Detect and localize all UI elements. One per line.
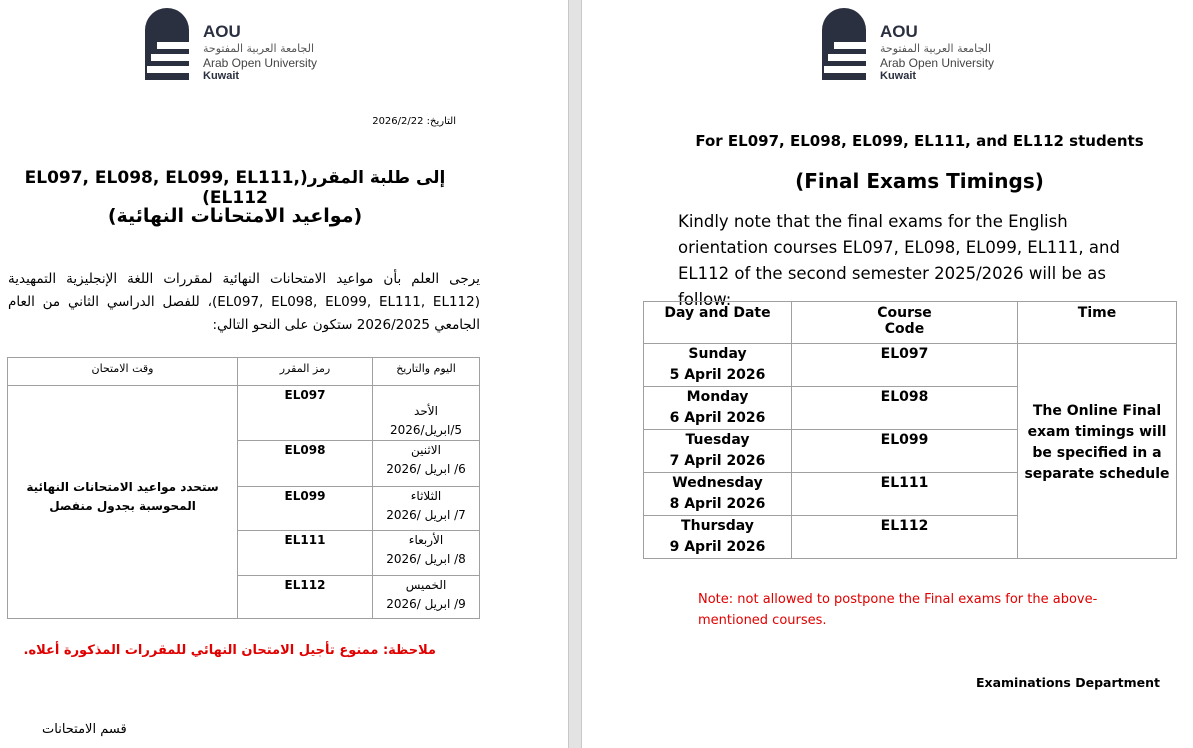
logo-english: Arab Open University <box>880 56 995 70</box>
page-subtitle: (مواعيد الامتحانات النهائية) <box>107 205 363 227</box>
date-line: التاريخ: 2026/2/22 <box>372 116 456 127</box>
table-row: Thursday 9 April 2026 EL112 <box>643 515 1177 559</box>
time-cell: The Online Final exam timings will be sp… <box>1017 343 1177 559</box>
intro-paragraph: Kindly note that the final exams for the… <box>678 212 1120 309</box>
header-time: وقت الامتحان <box>7 357 238 386</box>
exam-table-arabic: اليوم والتاريخ رمز المقرر وقت الامتحان الأ… <box>7 357 480 619</box>
logo-campus: Kuwait <box>880 70 917 82</box>
arabic-page: AOU الجامعة العربية المفتوحة Arab Open U… <box>0 0 568 748</box>
table-row: الأربعاء 8/ ابريل /2026 EL111 <box>8 530 480 576</box>
table-row: Sunday 5 April 2026 EL097 The Online Final … <box>643 343 1177 559</box>
table-row: Monday 6 April 2026 EL098 <box>643 386 1177 430</box>
note: Note: not allowed to postpone the Final … <box>698 592 1098 628</box>
table-row: الخميس 9/ ابريل /2026 EL112 <box>8 575 480 619</box>
intro-paragraph: يرجى العلم بأن مواعيد الامتحانات النهائي… <box>8 271 481 333</box>
department: Examinations Department <box>976 675 1160 690</box>
english-page: AOU الجامعة العربية المفتوحة Arab Open U… <box>582 0 1193 748</box>
aou-logo: AOU الجامعة العربية المفتوحة Arab Open U… <box>145 8 325 82</box>
department: قسم الامتحانات <box>42 722 127 737</box>
header-code: Course Code <box>791 301 1018 344</box>
table-row: الاثنين 6/ ابريل /2026 EL098 <box>8 440 480 487</box>
logo-arabic: الجامعة العربية المفتوحة <box>203 42 315 55</box>
logo-arabic: الجامعة العربية المفتوحة <box>880 42 992 55</box>
header-time: Time <box>1017 301 1177 344</box>
page-title: إلى طلبة المقرر(EL097, EL098, EL099, EL1… <box>24 168 446 208</box>
page-title: (Final Exams Timings) <box>795 169 1044 193</box>
page-separator <box>568 0 582 748</box>
note: ملاحظة: ممنوع تأجيل الامتحان النهائي للم… <box>23 643 436 658</box>
logo-english: Arab Open University <box>203 56 318 70</box>
header-day-date: اليوم والتاريخ <box>372 357 480 386</box>
page-heading: For EL097, EL098, EL099, EL111, and EL11… <box>695 132 1144 150</box>
logo-abbr: AOU <box>880 22 918 41</box>
header-code: رمز المقرر <box>237 357 373 386</box>
time-cell: ستحدد مواعيد الامتحانات النهائية المحوسب… <box>7 385 238 619</box>
table-row: Tuesday 7 April 2026 EL099 <box>643 429 1177 473</box>
table-row: Wednesday 8 April 2026 EL111 <box>643 472 1177 516</box>
header-day-date: Day and Date <box>643 301 792 344</box>
logo-abbr: AOU <box>203 22 241 41</box>
aou-logo: AOU الجامعة العربية المفتوحة Arab Open U… <box>822 8 1002 82</box>
logo-campus: Kuwait <box>203 70 240 82</box>
exam-table-english: Day and Date Course Code Time Sunday 5 Apri… <box>643 301 1177 559</box>
table-row: الأحد 5/ابريل/2026 EL097 ستحدد مواعيد الامت… <box>7 385 480 619</box>
